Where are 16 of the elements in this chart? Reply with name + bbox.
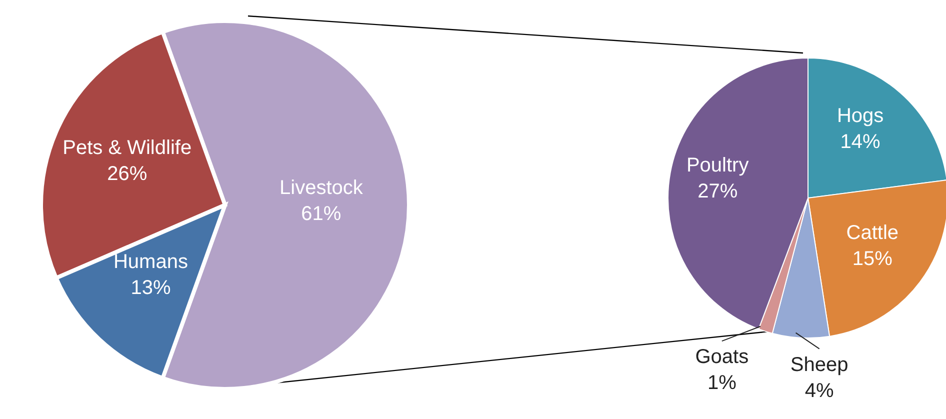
- data-label: 14%: [840, 130, 881, 153]
- data-label: 27%: [698, 180, 738, 202]
- slice-label: Sheep: [790, 354, 848, 376]
- slice-label: Cattle: [846, 222, 899, 244]
- slice-label: Hogs: [836, 104, 884, 127]
- slice-label: Humans: [113, 250, 188, 273]
- data-label: 13%: [130, 276, 171, 299]
- slice-label: Goats: [695, 346, 749, 368]
- data-label: 26%: [107, 162, 148, 185]
- data-label: 4%: [804, 380, 834, 402]
- data-label: 15%: [852, 248, 893, 270]
- slice-label: Livestock: [280, 177, 364, 199]
- slice-label: Pets & Wildlife: [62, 136, 192, 159]
- slice-label: Poultry: [686, 154, 749, 176]
- data-label: 1%: [707, 372, 737, 394]
- data-label: 61%: [301, 203, 342, 225]
